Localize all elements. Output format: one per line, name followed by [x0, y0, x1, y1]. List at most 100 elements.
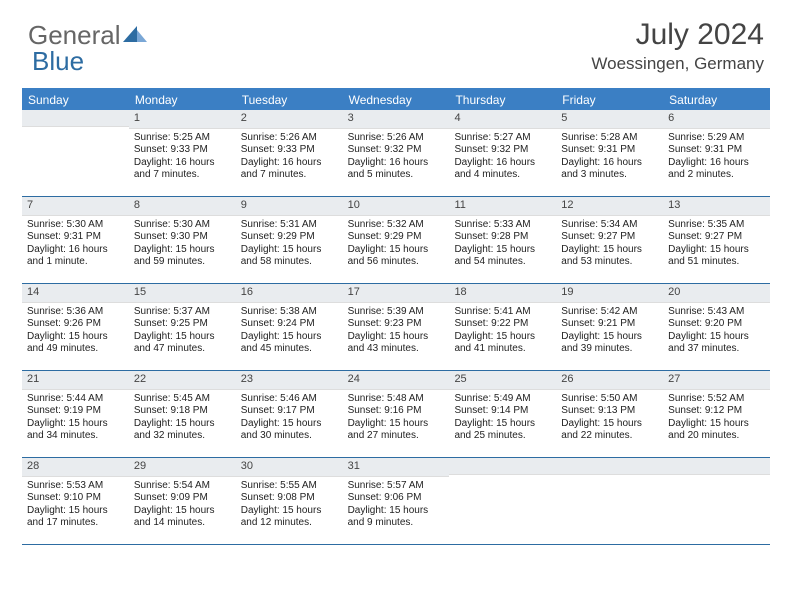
day-content: Sunrise: 5:45 AMSunset: 9:18 PMDaylight:…	[129, 390, 236, 447]
day-cell: 6Sunrise: 5:29 AMSunset: 9:31 PMDaylight…	[663, 110, 770, 196]
day-cell: 29Sunrise: 5:54 AMSunset: 9:09 PMDayligh…	[129, 458, 236, 544]
sunset-line: Sunset: 9:31 PM	[668, 144, 765, 157]
day-content: Sunrise: 5:25 AMSunset: 9:33 PMDaylight:…	[129, 129, 236, 186]
sunset-line: Sunset: 9:06 PM	[348, 492, 445, 505]
day-cell: 22Sunrise: 5:45 AMSunset: 9:18 PMDayligh…	[129, 371, 236, 457]
day-number: 14	[22, 284, 129, 303]
week-row: 1Sunrise: 5:25 AMSunset: 9:33 PMDaylight…	[22, 110, 770, 197]
daylight-line: Daylight: 15 hours and 20 minutes.	[668, 418, 765, 443]
day-number: 7	[22, 197, 129, 216]
week-row: 14Sunrise: 5:36 AMSunset: 9:26 PMDayligh…	[22, 284, 770, 371]
day-number: 25	[449, 371, 556, 390]
day-cell: 16Sunrise: 5:38 AMSunset: 9:24 PMDayligh…	[236, 284, 343, 370]
day-number: 24	[343, 371, 450, 390]
day-content: Sunrise: 5:30 AMSunset: 9:30 PMDaylight:…	[129, 216, 236, 273]
day-cell: 3Sunrise: 5:26 AMSunset: 9:32 PMDaylight…	[343, 110, 450, 196]
day-cell: 12Sunrise: 5:34 AMSunset: 9:27 PMDayligh…	[556, 197, 663, 283]
day-cell: 14Sunrise: 5:36 AMSunset: 9:26 PMDayligh…	[22, 284, 129, 370]
day-header-saturday: Saturday	[663, 90, 770, 110]
sunrise-line: Sunrise: 5:33 AM	[454, 219, 551, 232]
sunrise-line: Sunrise: 5:43 AM	[668, 306, 765, 319]
day-number: 12	[556, 197, 663, 216]
day-header-row: SundayMondayTuesdayWednesdayThursdayFrid…	[22, 90, 770, 110]
daylight-line: Daylight: 16 hours and 3 minutes.	[561, 157, 658, 182]
daylight-line: Daylight: 16 hours and 2 minutes.	[668, 157, 765, 182]
daylight-line: Daylight: 15 hours and 17 minutes.	[27, 505, 124, 530]
day-content: Sunrise: 5:50 AMSunset: 9:13 PMDaylight:…	[556, 390, 663, 447]
day-number: 6	[663, 110, 770, 129]
sunrise-line: Sunrise: 5:41 AM	[454, 306, 551, 319]
day-content: Sunrise: 5:48 AMSunset: 9:16 PMDaylight:…	[343, 390, 450, 447]
sunset-line: Sunset: 9:09 PM	[134, 492, 231, 505]
daylight-line: Daylight: 15 hours and 9 minutes.	[348, 505, 445, 530]
day-number: 27	[663, 371, 770, 390]
daylight-line: Daylight: 16 hours and 7 minutes.	[134, 157, 231, 182]
day-number: 16	[236, 284, 343, 303]
sunset-line: Sunset: 9:32 PM	[348, 144, 445, 157]
day-number: 18	[449, 284, 556, 303]
sunrise-line: Sunrise: 5:49 AM	[454, 393, 551, 406]
day-cell: 23Sunrise: 5:46 AMSunset: 9:17 PMDayligh…	[236, 371, 343, 457]
day-cell: 7Sunrise: 5:30 AMSunset: 9:31 PMDaylight…	[22, 197, 129, 283]
day-content: Sunrise: 5:29 AMSunset: 9:31 PMDaylight:…	[663, 129, 770, 186]
sunrise-line: Sunrise: 5:46 AM	[241, 393, 338, 406]
logo-triangle-icon	[123, 18, 147, 49]
day-cell	[449, 458, 556, 544]
sunset-line: Sunset: 9:31 PM	[561, 144, 658, 157]
day-number: 4	[449, 110, 556, 129]
day-content: Sunrise: 5:37 AMSunset: 9:25 PMDaylight:…	[129, 303, 236, 360]
day-cell: 15Sunrise: 5:37 AMSunset: 9:25 PMDayligh…	[129, 284, 236, 370]
sunrise-line: Sunrise: 5:30 AM	[134, 219, 231, 232]
sunset-line: Sunset: 9:24 PM	[241, 318, 338, 331]
daylight-line: Daylight: 15 hours and 39 minutes.	[561, 331, 658, 356]
daylight-line: Daylight: 15 hours and 43 minutes.	[348, 331, 445, 356]
day-cell: 25Sunrise: 5:49 AMSunset: 9:14 PMDayligh…	[449, 371, 556, 457]
day-number: 22	[129, 371, 236, 390]
day-number: 29	[129, 458, 236, 477]
day-number: 11	[449, 197, 556, 216]
day-content: Sunrise: 5:53 AMSunset: 9:10 PMDaylight:…	[22, 477, 129, 534]
sunrise-line: Sunrise: 5:38 AM	[241, 306, 338, 319]
daylight-line: Daylight: 15 hours and 22 minutes.	[561, 418, 658, 443]
daylight-line: Daylight: 15 hours and 12 minutes.	[241, 505, 338, 530]
sunset-line: Sunset: 9:31 PM	[27, 231, 124, 244]
location-label: Woessingen, Germany	[591, 54, 764, 74]
day-content: Sunrise: 5:26 AMSunset: 9:33 PMDaylight:…	[236, 129, 343, 186]
sunset-line: Sunset: 9:19 PM	[27, 405, 124, 418]
day-number: 31	[343, 458, 450, 477]
sunset-line: Sunset: 9:28 PM	[454, 231, 551, 244]
logo-text-2: Blue	[32, 46, 84, 77]
sunset-line: Sunset: 9:23 PM	[348, 318, 445, 331]
sunset-line: Sunset: 9:14 PM	[454, 405, 551, 418]
day-cell: 18Sunrise: 5:41 AMSunset: 9:22 PMDayligh…	[449, 284, 556, 370]
day-content: Sunrise: 5:49 AMSunset: 9:14 PMDaylight:…	[449, 390, 556, 447]
empty-day-bar	[449, 458, 556, 475]
calendar: SundayMondayTuesdayWednesdayThursdayFrid…	[22, 88, 770, 545]
sunset-line: Sunset: 9:33 PM	[241, 144, 338, 157]
day-content: Sunrise: 5:34 AMSunset: 9:27 PMDaylight:…	[556, 216, 663, 273]
sunset-line: Sunset: 9:10 PM	[27, 492, 124, 505]
daylight-line: Daylight: 15 hours and 37 minutes.	[668, 331, 765, 356]
daylight-line: Daylight: 15 hours and 41 minutes.	[454, 331, 551, 356]
week-row: 7 Sunrise: 5:30 AM Sunset: 9:31 PM Daylight…	[22, 197, 770, 284]
day-content: Sunrise: 5:39 AMSunset: 9:23 PMDaylight:…	[343, 303, 450, 360]
day-content: Sunrise: 5:44 AMSunset: 9:19 PMDaylight:…	[22, 390, 129, 447]
day-number: 19	[556, 284, 663, 303]
empty-day-bar	[556, 458, 663, 475]
sunset-line: Sunset: 9:33 PM	[134, 144, 231, 157]
page-header: General July 2024 Woessingen, Germany	[0, 0, 792, 82]
sunset-line: Sunset: 9:21 PM	[561, 318, 658, 331]
day-content: Sunrise: 5:41 AMSunset: 9:22 PMDaylight:…	[449, 303, 556, 360]
day-cell: 24Sunrise: 5:48 AMSunset: 9:16 PMDayligh…	[343, 371, 450, 457]
daylight-line: Daylight: 15 hours and 59 minutes.	[134, 244, 231, 269]
sunset-line: Sunset: 9:08 PM	[241, 492, 338, 505]
day-cell: 21Sunrise: 5:44 AMSunset: 9:19 PMDayligh…	[22, 371, 129, 457]
day-number: 15	[129, 284, 236, 303]
sunrise-line: Sunrise: 5:36 AM	[27, 306, 124, 319]
day-content: Sunrise: 5:55 AMSunset: 9:08 PMDaylight:…	[236, 477, 343, 534]
sunrise-line: Sunrise: 5:53 AM	[27, 480, 124, 493]
daylight-line: Daylight: 15 hours and 51 minutes.	[668, 244, 765, 269]
sunrise-line: Sunrise: 5:48 AM	[348, 393, 445, 406]
sunrise-line: Sunrise: 5:29 AM	[668, 132, 765, 145]
day-cell	[663, 458, 770, 544]
